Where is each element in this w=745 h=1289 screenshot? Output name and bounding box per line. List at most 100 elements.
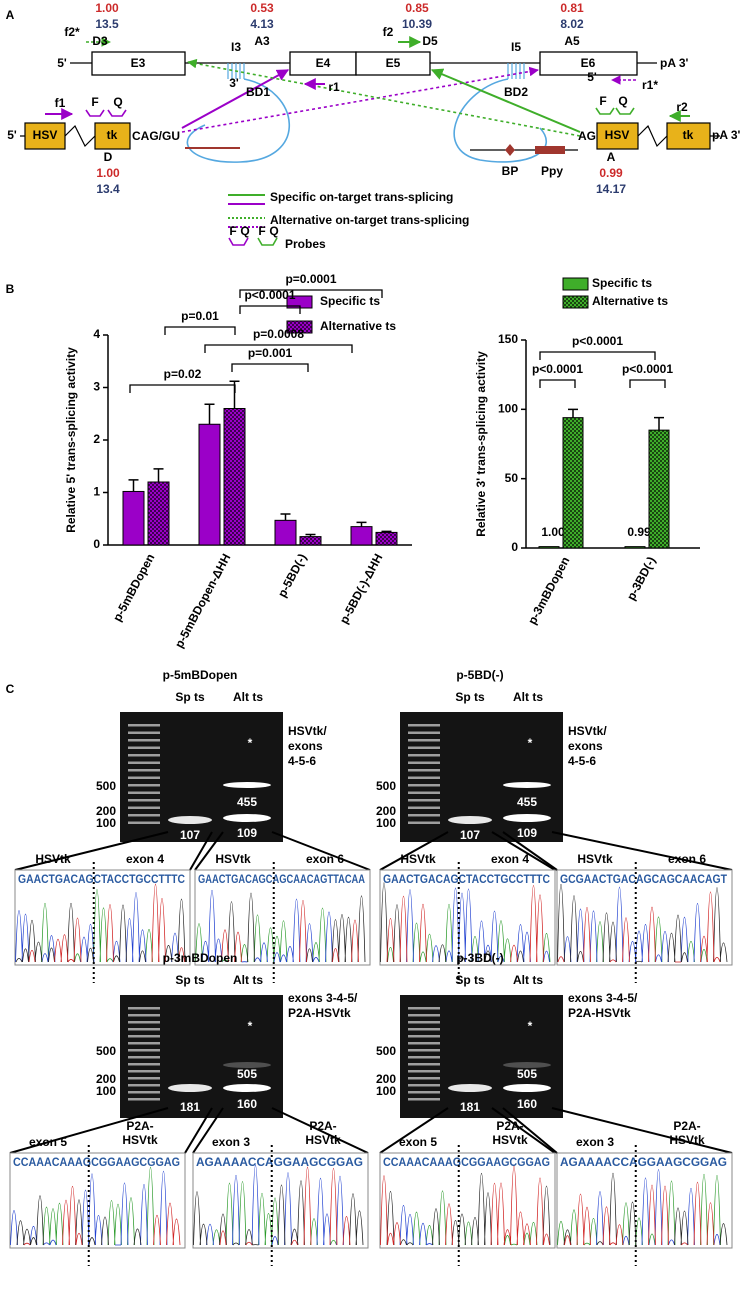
site-name: D3 xyxy=(92,34,108,48)
ladder-band xyxy=(128,1014,160,1017)
gel-band xyxy=(503,814,551,822)
trace-label: exon 4 xyxy=(126,852,164,866)
gel-band xyxy=(223,814,271,822)
ladder-label: 200 xyxy=(96,1072,116,1086)
product-label: 4-5-6 xyxy=(568,754,596,768)
trace xyxy=(406,887,550,963)
ladder-band xyxy=(128,1084,160,1087)
ladder-band xyxy=(408,821,440,824)
primer: f2* xyxy=(64,25,80,39)
trace xyxy=(557,891,721,963)
lane-label: Alt ts xyxy=(513,690,543,704)
probe: F xyxy=(91,95,98,109)
y-tick-label: 2 xyxy=(93,432,100,446)
product-label: HSVtk/ xyxy=(568,724,607,738)
ladder-band xyxy=(408,724,440,727)
trace xyxy=(206,1165,344,1246)
sequence: GAACTGACAGCAGCAACAGTTACAA xyxy=(198,872,365,886)
bar xyxy=(274,519,297,546)
y-axis-title: Relative 5' trans-splicing activity xyxy=(64,347,78,533)
ladder-band xyxy=(408,1098,440,1101)
error-bar xyxy=(305,533,316,537)
trace xyxy=(380,1166,550,1246)
ladder-band xyxy=(408,784,440,787)
band-size: 107 xyxy=(460,828,480,842)
y-tick-label: 150 xyxy=(498,332,518,346)
sequence: GCGAACTGACAGCAGCAACAGT xyxy=(560,872,728,886)
zoom-line xyxy=(192,1107,224,1154)
box-label: tk xyxy=(107,128,118,142)
significance-bracket xyxy=(629,379,666,388)
site-ratio: 1.00 xyxy=(95,1,119,15)
significance-bracket xyxy=(539,379,576,388)
site-ratio: 0.85 xyxy=(405,1,429,15)
panel-a-shapes xyxy=(20,36,720,246)
trace-label: HSVtk xyxy=(215,852,251,866)
panel-label: C xyxy=(6,682,15,696)
ladder-band xyxy=(408,1035,440,1038)
bar xyxy=(624,546,646,549)
trace xyxy=(557,884,728,963)
ladder-band xyxy=(128,806,160,809)
element: BP xyxy=(502,164,519,178)
legend-label: Alternative ts xyxy=(320,319,396,333)
ladder-label: 200 xyxy=(376,1072,396,1086)
p-value: p<0.0001 xyxy=(622,362,673,376)
site-name: D xyxy=(104,150,113,164)
probe: Q xyxy=(240,224,249,238)
significance-bracket xyxy=(204,344,353,353)
trace xyxy=(42,1167,155,1246)
legend-label: Specific ts xyxy=(592,276,652,290)
trace xyxy=(380,882,524,963)
trace xyxy=(28,884,185,963)
lane-label: Sp ts xyxy=(175,690,205,704)
box-label: HSV xyxy=(33,128,58,142)
end-label: 5' xyxy=(587,70,597,84)
bar xyxy=(299,536,322,546)
zoom-line xyxy=(194,831,224,871)
ladder-band xyxy=(408,1049,440,1052)
site-score: 14.17 xyxy=(596,182,626,196)
gel-title: p-5mBDopen xyxy=(163,668,238,682)
trace-label: exon 6 xyxy=(306,852,344,866)
trace-label: HSVtk xyxy=(35,852,71,866)
ladder-band xyxy=(128,1070,160,1073)
chromatogram-frame xyxy=(556,1152,733,1249)
site-score: 13.4 xyxy=(96,182,120,196)
p-value: p<0.0001 xyxy=(572,334,623,348)
zoom-line xyxy=(189,831,213,871)
lane-label: Alt ts xyxy=(513,973,543,987)
zoom-line xyxy=(271,831,371,871)
error-bar xyxy=(356,521,367,527)
ladder-band xyxy=(128,1063,160,1066)
splice-site: CAG/GU xyxy=(132,129,180,143)
star: * xyxy=(528,1019,533,1033)
chromatogram-frame xyxy=(9,1152,186,1249)
ladder-band xyxy=(128,814,160,817)
ladder-band xyxy=(128,1021,160,1024)
product-label: exons 3-4-5/ xyxy=(288,991,358,1005)
bar xyxy=(122,490,145,546)
site-score: 8.02 xyxy=(560,17,584,31)
exon-label: E4 xyxy=(316,56,331,70)
zoom-line xyxy=(491,1107,556,1154)
trace xyxy=(412,1190,538,1246)
trace xyxy=(386,885,544,963)
probe: Q xyxy=(269,224,278,238)
sequence: CCAAACAAAGCGGAAGCGGAG xyxy=(383,1155,550,1169)
x-tick-label: p-5BD(-) xyxy=(275,551,310,599)
zoom-line xyxy=(379,831,449,871)
site-score: 13.5 xyxy=(95,17,119,31)
trace xyxy=(557,1173,721,1246)
end-label: pA 3' xyxy=(660,56,689,70)
trace xyxy=(195,907,327,963)
lane-label: Alt ts xyxy=(233,690,263,704)
ladder-band xyxy=(128,821,160,824)
ladder-band xyxy=(128,1077,160,1080)
gel-band xyxy=(503,782,551,788)
gel-band xyxy=(168,1084,212,1092)
ladder-band xyxy=(128,1007,160,1010)
y-tick-label: 0 xyxy=(93,537,100,551)
probe: F xyxy=(258,224,265,238)
ladder-label: 500 xyxy=(96,779,116,793)
